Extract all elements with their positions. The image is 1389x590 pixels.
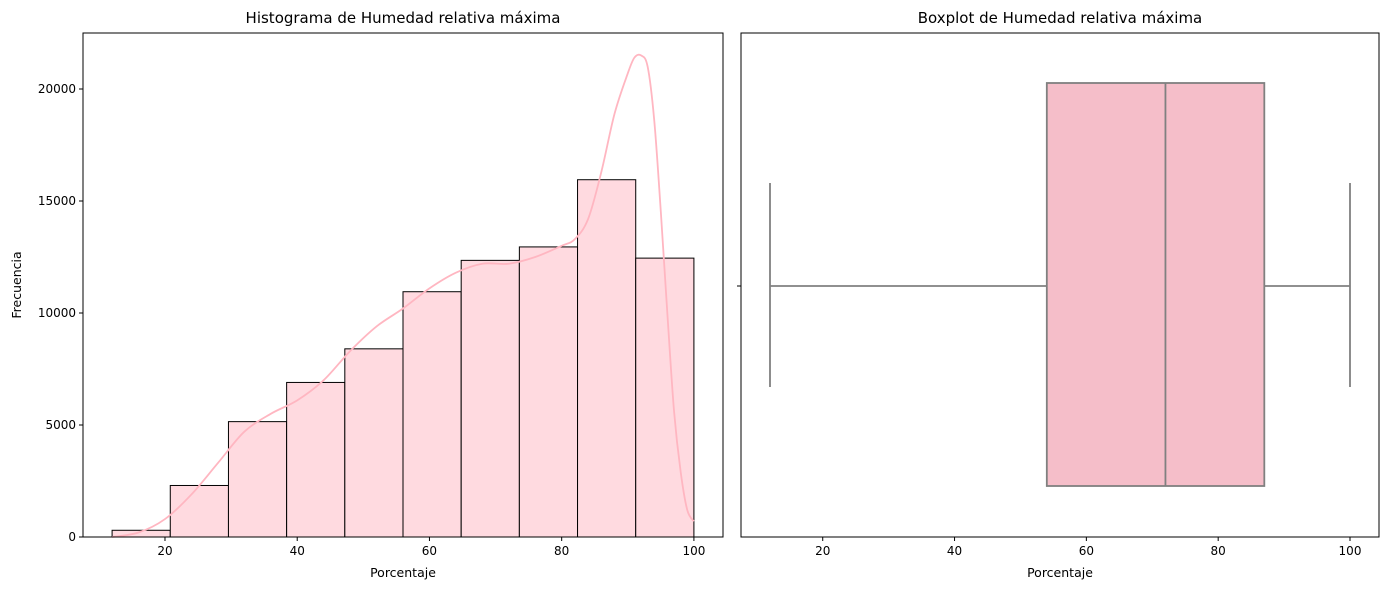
kde-line [111,53,695,538]
histogram-bar [169,484,229,538]
boxplot-x-ticks: 20 40 60 80 100 [815,537,1361,558]
histogram-y-ticks: 0 5000 10000 15000 20000 [38,82,83,544]
histogram-bar [344,348,404,538]
x-tick-label: 40 [947,544,962,558]
y-tick-label: 0 [68,530,76,544]
boxplot-title: Boxplot de Humedad relativa máxima [918,9,1203,27]
x-tick-label: 20 [157,544,172,558]
histogram-frame [82,32,724,538]
interquartile-box [1045,82,1266,487]
x-tick-label: 100 [1339,544,1362,558]
histogram-bar [635,257,695,538]
histogram-panel: Histograma de Humedad relativa máxima 20… [9,9,724,580]
histogram-bar [518,246,579,538]
histogram-bar [402,291,462,538]
x-tick-label: 60 [422,544,437,558]
histogram-bar [286,381,346,538]
x-tick-label: 40 [290,544,305,558]
histogram-title: Histograma de Humedad relativa máxima [246,9,561,27]
boxplot-marks [769,82,1351,487]
x-tick-label: 20 [815,544,830,558]
histogram-bars [111,179,695,538]
x-tick-label: 100 [682,544,705,558]
boxplot-frame [740,32,1380,538]
histogram-x-axis-label: Porcentaje [370,565,436,580]
y-tick-label: 15000 [38,194,76,208]
boxplot-x-axis-label: Porcentaje [1027,565,1093,580]
histogram-y-axis-label: Frecuencia [9,251,24,318]
y-tick-label: 20000 [38,82,76,96]
histogram-x-ticks: 20 40 60 80 100 [157,537,705,558]
x-tick-label: 80 [1211,544,1226,558]
x-tick-label: 80 [554,544,569,558]
boxplot-panel: Boxplot de Humedad relativa máxima 20 40 6… [737,9,1380,580]
x-tick-label: 60 [1079,544,1094,558]
y-tick-label: 5000 [45,418,76,432]
histogram-bar [577,179,637,538]
histogram-bar [460,259,520,538]
y-tick-label: 10000 [38,306,76,320]
